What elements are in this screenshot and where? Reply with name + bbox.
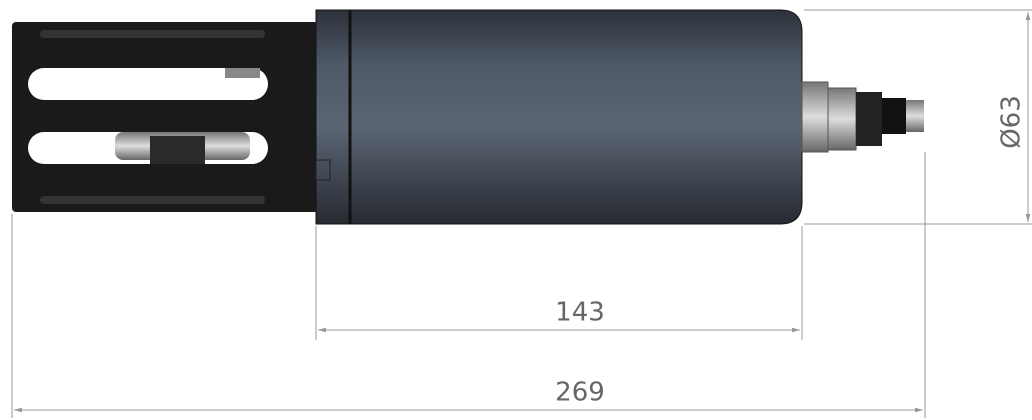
sensor-cage (12, 22, 318, 212)
drawing: 143 269 Ø63 (0, 0, 1032, 420)
sensor-body (316, 10, 802, 224)
dimension-label: Ø63 (997, 95, 1027, 149)
dimension-label: 143 (555, 298, 605, 328)
connector (802, 82, 924, 152)
dimension-label: 269 (555, 378, 605, 408)
page: 143 269 Ø63 (() => { const data = JSON.p… (0, 0, 1032, 420)
